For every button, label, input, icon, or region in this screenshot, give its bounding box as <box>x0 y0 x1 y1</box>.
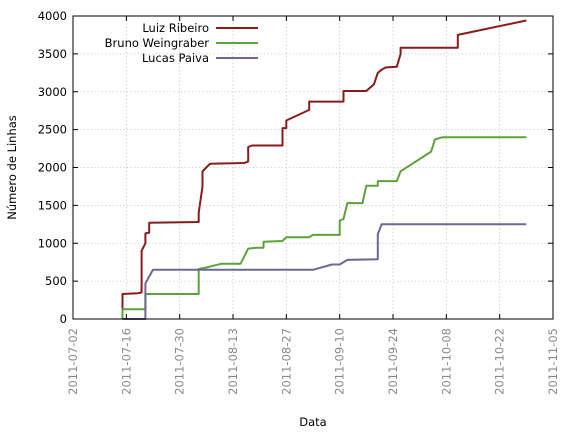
y-tick-label: 1000 <box>38 236 67 250</box>
y-tick-label: 3000 <box>38 85 67 99</box>
x-tick-label: 2011-09-10 <box>333 328 347 395</box>
series-line-luiz-ribeiro <box>121 19 527 312</box>
x-tick-label: 2011-07-02 <box>66 328 80 395</box>
x-tick-label: 2011-07-30 <box>173 328 187 395</box>
legend-label-luiz-ribeiro: Luiz Ribeiro <box>142 21 209 35</box>
x-tick-label: 2011-07-16 <box>119 328 133 395</box>
series-layer <box>121 19 527 320</box>
x-axis-label: Data <box>299 415 326 429</box>
x-tick-label: 2011-09-24 <box>386 328 400 395</box>
series-line-lucas-paiva <box>122 223 527 320</box>
x-tick-label: 2011-08-13 <box>226 328 240 395</box>
y-tick-label: 500 <box>45 274 67 288</box>
legend-label-lucas-paiva: Lucas Paiva <box>142 51 209 65</box>
x-tick-label: 2011-08-27 <box>279 328 293 395</box>
y-tick-label: 3500 <box>38 47 67 61</box>
x-tick-label: 2011-11-05 <box>546 328 560 395</box>
y-tick-label: 1500 <box>38 198 67 212</box>
y-tick-label: 4000 <box>38 9 67 23</box>
axes: 2011-07-02 2011-07-16 2011-07-30 2011-08-13… <box>38 9 560 395</box>
y-tick-label: 2500 <box>38 123 67 137</box>
legend-label-bruno-weingraber: Bruno Weingraber <box>105 36 210 50</box>
x-tick-label: 2011-10-22 <box>493 328 507 395</box>
y-tick-label: 2000 <box>38 161 67 175</box>
y-axis-label: Número de Linhas <box>5 115 19 220</box>
series-line-bruno-weingraber <box>121 136 527 319</box>
y-tick-label: 0 <box>60 312 67 326</box>
x-tick-label: 2011-10-08 <box>439 328 453 395</box>
